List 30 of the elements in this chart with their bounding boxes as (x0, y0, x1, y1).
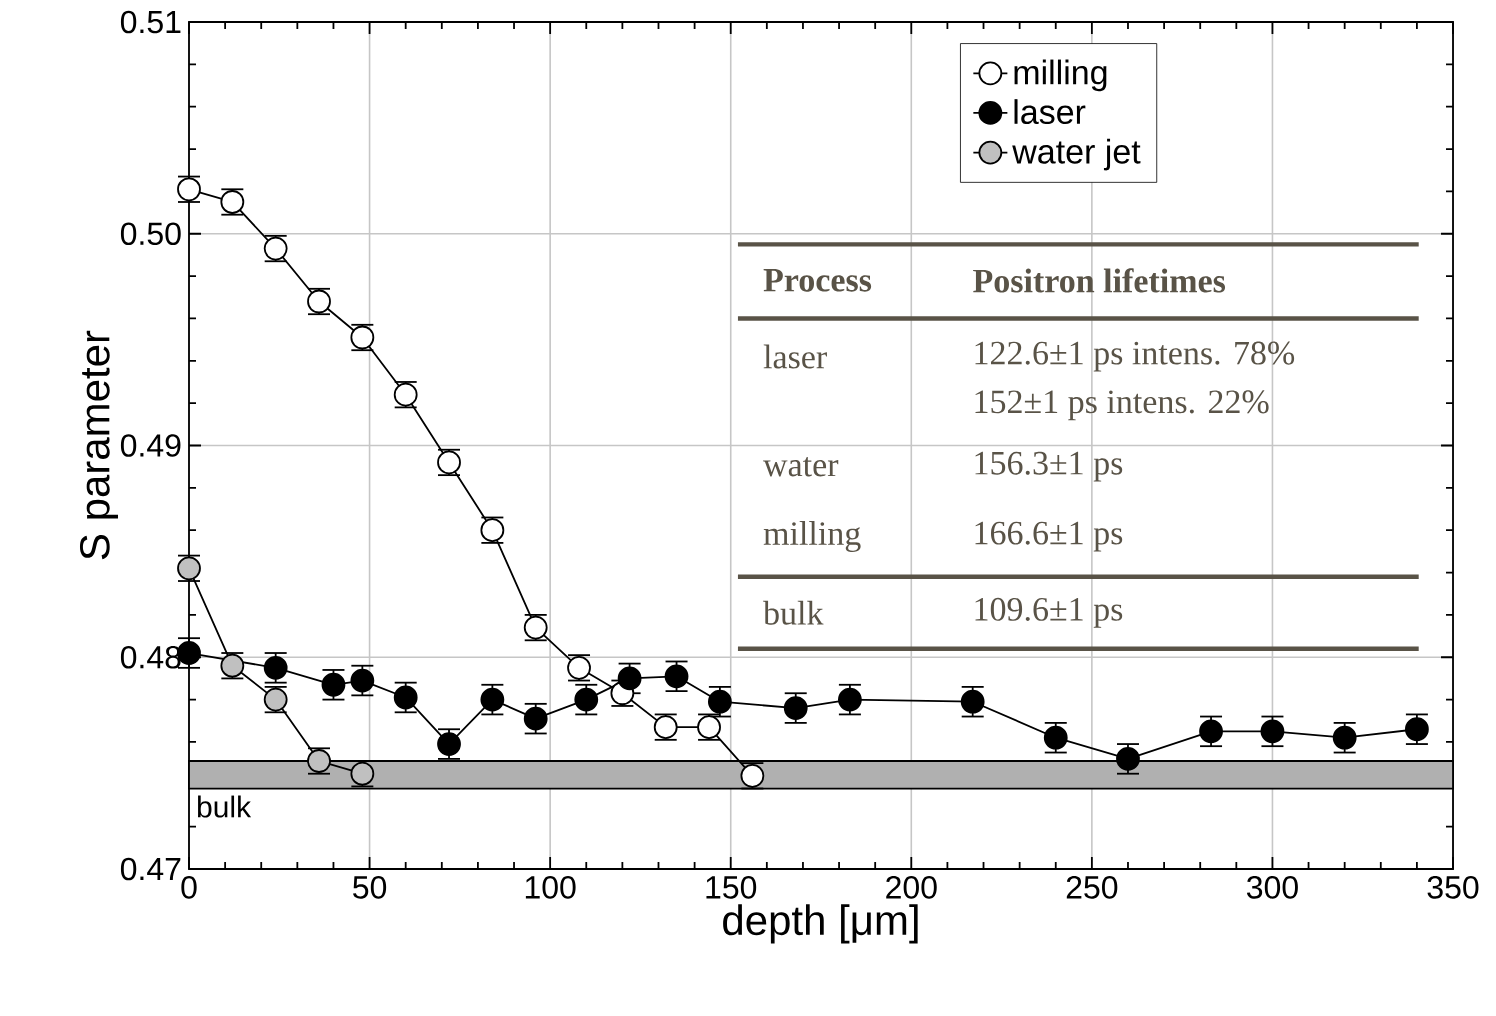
y-tick-label: 0.49 (120, 434, 181, 457)
y-tick-label: 0.47 (120, 857, 181, 881)
annotation: bulk (763, 600, 824, 625)
legend-label: laser (1014, 99, 1086, 125)
x-tick-label: 150 (706, 876, 757, 899)
annotation: Process (763, 269, 872, 292)
x-tick-label: 0 (181, 876, 197, 899)
annotation: 122.6±1 ps intens. 78% (975, 341, 1295, 372)
annotation: milling (763, 521, 861, 553)
annotation: laser (763, 344, 827, 369)
legend-label: milling (1014, 59, 1107, 92)
annotation: 156.3±1 ps (975, 451, 1123, 482)
x-tick-label: 50 (353, 876, 387, 899)
annotation: 152±1 ps intens. 22% (975, 390, 1269, 421)
annotation: Positron lifetimes (973, 268, 1226, 293)
annotation: 166.6±1 ps (975, 521, 1123, 552)
legend-label: water jet (1012, 138, 1141, 171)
x-axis-title: depth [μm] (723, 904, 918, 944)
y-axis-title: S parameter (79, 330, 118, 560)
y-tick-label: 0.50 (120, 222, 181, 246)
x-tick-label: 300 (1246, 876, 1298, 899)
band-label: bulk (197, 795, 252, 818)
y-tick-label: 0.48 (120, 645, 181, 669)
annotation: 109.6±1 ps (975, 597, 1123, 628)
x-tick-label: 100 (525, 876, 576, 899)
x-tick-label: 250 (1066, 876, 1118, 899)
annotation: water (763, 456, 839, 477)
x-tick-label: 350 (1427, 876, 1479, 899)
x-tick-label: 200 (886, 876, 937, 899)
y-tick-label: 0.51 (120, 10, 181, 34)
